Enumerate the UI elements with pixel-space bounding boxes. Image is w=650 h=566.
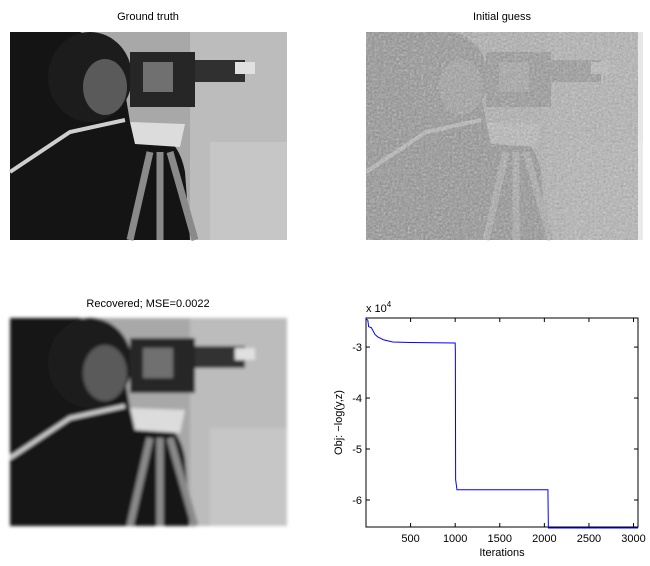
y-tick-label: -4 (352, 393, 362, 405)
x-tick-label: 2000 (532, 533, 556, 545)
ground-truth-image (10, 32, 287, 240)
panel-title: Initial guess (473, 11, 532, 23)
y-tick-label: -5 (352, 444, 362, 456)
line (365, 318, 638, 529)
y-tick-label: -3 (352, 342, 362, 354)
axis-exponent: x 104 (366, 300, 392, 315)
plot-area (365, 317, 639, 528)
objective-plot: 500 1000 1500 2000 2500 3000 -3 -4 -5 -6 Iteration… (333, 300, 646, 559)
panel-title: Recovered; MSE=0.0022 (86, 298, 209, 310)
exponent-power: 4 (387, 300, 392, 309)
x-tick-label: 500 (401, 533, 419, 545)
x-tick-label: 2500 (577, 533, 601, 545)
y-axis-label: Obj: −log(y,z) (333, 390, 345, 455)
x-tick-label: 1500 (488, 533, 512, 545)
x-tick-label: 3000 (621, 533, 645, 545)
recovered-image (10, 318, 287, 526)
exponent-base: x 10 (366, 303, 387, 315)
x-axis-label: Iterations (479, 547, 525, 559)
initial-guess-image (366, 32, 643, 240)
y-tick-label: -6 (352, 495, 362, 507)
panel-title: Ground truth (117, 11, 179, 23)
x-tick-label: 1000 (443, 533, 467, 545)
